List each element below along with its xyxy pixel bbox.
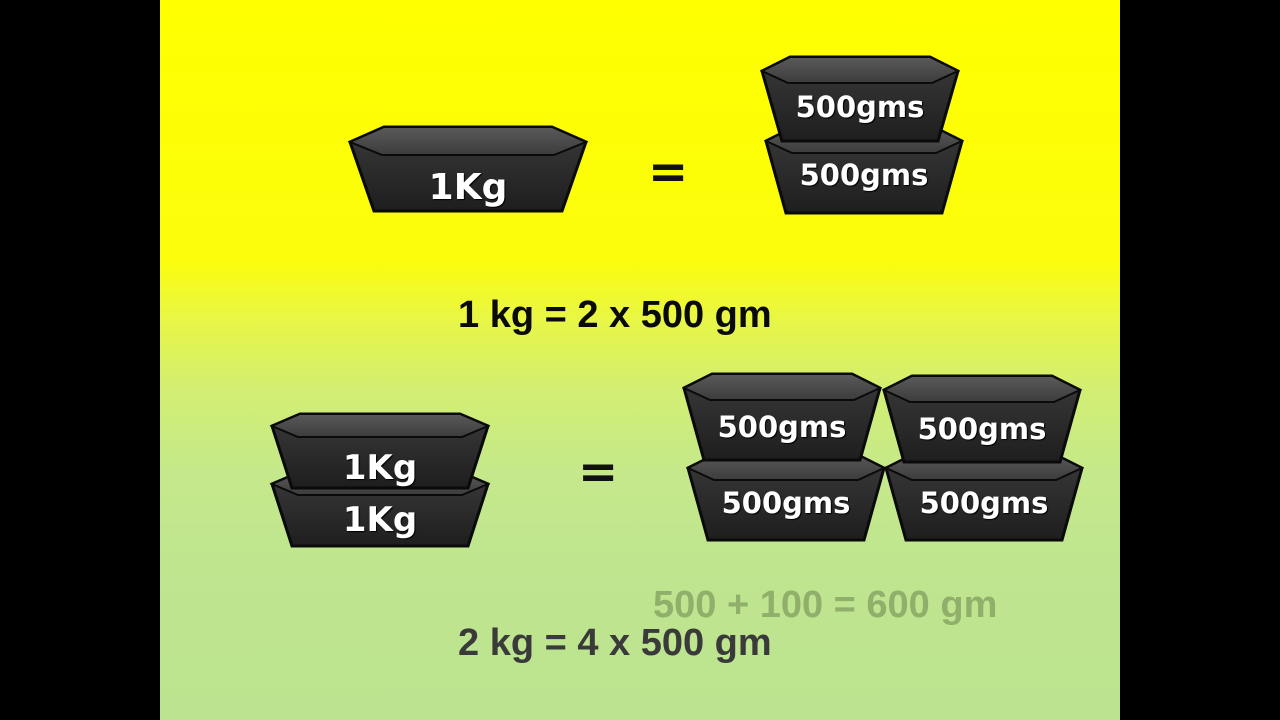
- weight-label: 1Kg: [428, 167, 508, 208]
- weight-shape: [681, 372, 883, 462]
- weight-shape: [347, 125, 589, 213]
- weight-label: 500gms: [799, 158, 929, 192]
- weight-500gms: 500gms: [759, 55, 961, 145]
- weight-1kg: 1Kg: [269, 412, 491, 492]
- weight-label: 500gms: [717, 410, 847, 444]
- weight-label: 500gms: [917, 412, 1047, 446]
- weight-500gms: 500gms: [685, 452, 887, 544]
- weight-shape: [269, 412, 491, 490]
- equals-sign: =: [648, 144, 689, 200]
- equation-2kg: 2 kg = 4 x 500 gm: [458, 622, 772, 664]
- weight-label: 1Kg: [342, 448, 418, 488]
- equation-faded: 500 + 100 = 600 gm: [653, 584, 998, 626]
- weight-label: 500gms: [721, 486, 851, 520]
- weight-500gms: 500gms: [881, 374, 1083, 466]
- weight-label: 1Kg: [342, 500, 418, 540]
- equals-sign: =: [578, 444, 619, 500]
- weight-shape: [759, 55, 961, 143]
- equation-1kg: 1 kg = 2 x 500 gm: [458, 294, 772, 336]
- slide: 1Kg = 500gms 500gms 1 kg = 2 x 500 gm 1K…: [160, 0, 1120, 720]
- weight-1kg: 1Kg: [347, 125, 589, 215]
- weight-label: 500gms: [919, 486, 1049, 520]
- weight-shape: [881, 374, 1083, 464]
- weight-label: 500gms: [795, 90, 925, 124]
- weight-500gms: 500gms: [681, 372, 883, 464]
